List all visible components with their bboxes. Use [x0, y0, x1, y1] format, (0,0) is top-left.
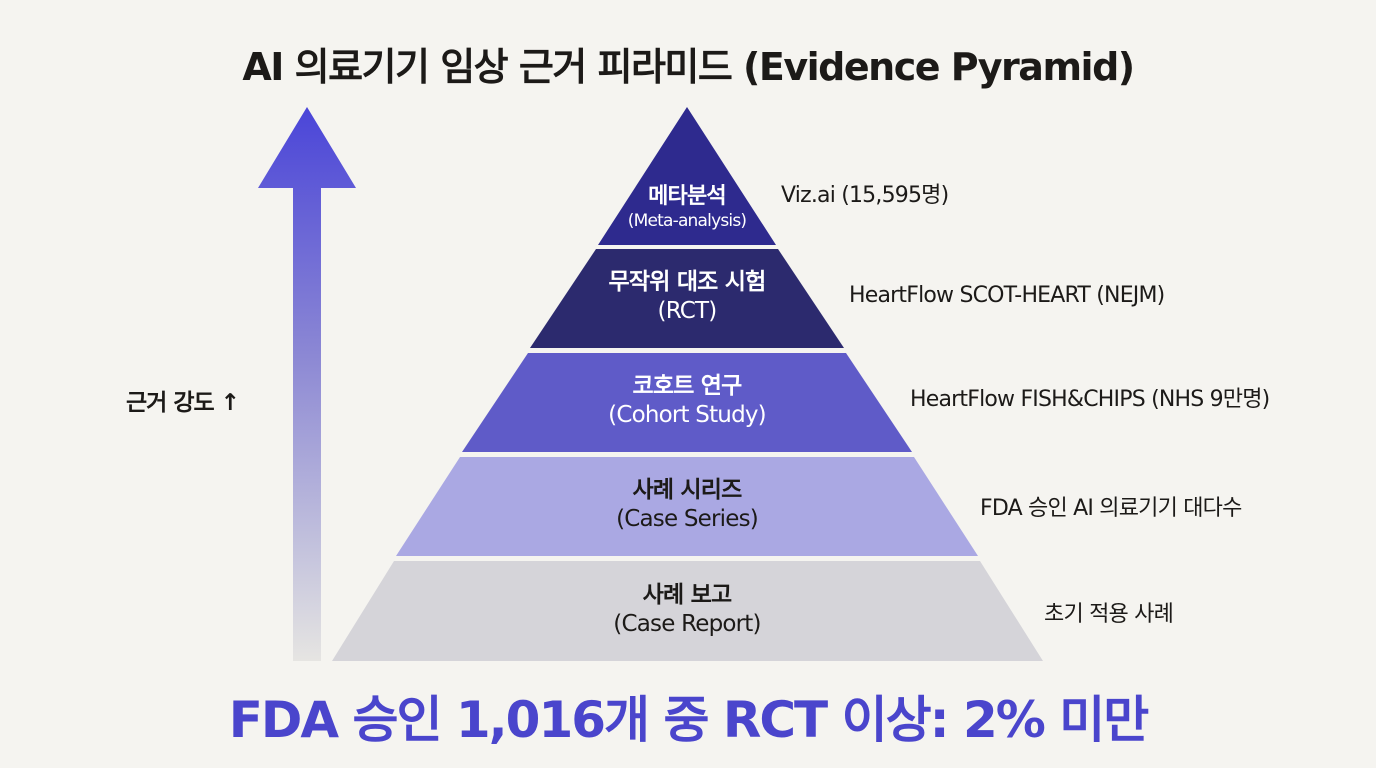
tier-en-label: (Case Series): [616, 505, 759, 532]
tier-example-rct: HeartFlow SCOT-HEART (NEJM): [849, 283, 1165, 308]
tier-en-label: (RCT): [657, 297, 718, 324]
pyramid-tier-4: [396, 457, 978, 556]
pyramid-tier-5: [332, 561, 1043, 661]
tier-label-case-report: 사례 보고 (Case Report): [487, 581, 887, 639]
tier-label-rct: 무작위 대조 시험 (RCT): [487, 268, 887, 326]
tier-label-meta-analysis: 메타분석 (Meta-analysis): [487, 183, 887, 232]
tier-label-case-series: 사례 시리즈 (Case Series): [487, 476, 887, 534]
tier-label-cohort: 코호트 연구 (Cohort Study): [487, 372, 887, 430]
evidence-strength-arrow-icon: [258, 107, 356, 661]
summary-statistic: FDA 승인 1,016개 중 RCT 이상: 2% 미만: [228, 691, 1150, 749]
tier-ko-label: 무작위 대조 시험: [608, 269, 767, 295]
tier-en-label: (Case Report): [613, 610, 761, 637]
tier-en-label: (Meta-analysis): [627, 210, 747, 231]
pyramid-tier-3: [462, 353, 912, 452]
tier-ko-label: 사례 시리즈: [632, 477, 742, 503]
tier-example-meta-analysis: Viz.ai (15,595명): [781, 183, 949, 208]
tier-example-cohort: HeartFlow FISH&CHIPS (NHS 9만명): [910, 387, 1270, 412]
tier-ko-label: 메타분석: [648, 184, 727, 209]
tier-en-label: (Cohort Study): [608, 401, 767, 428]
evidence-strength-label: 근거 강도 ↑: [126, 390, 240, 416]
pyramid-tier-1: [598, 107, 776, 245]
tier-ko-label: 사례 보고: [642, 582, 732, 608]
tier-ko-label: 코호트 연구: [632, 373, 742, 399]
pyramid-tier-2: [530, 249, 844, 348]
tier-example-case-series: FDA 승인 AI 의료기기 대다수: [980, 496, 1242, 521]
tier-example-case-report: 초기 적용 사례: [1044, 602, 1174, 627]
page-title: AI 의료기기 임상 근거 피라미드 (Evidence Pyramid): [242, 45, 1135, 89]
